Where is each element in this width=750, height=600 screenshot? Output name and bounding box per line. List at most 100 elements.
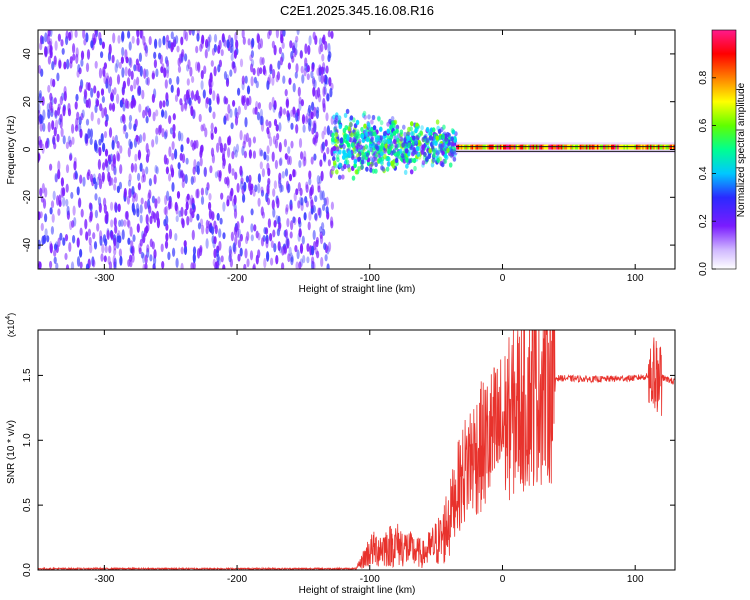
heatmap-cell (233, 208, 238, 219)
heatmap-cell (346, 142, 351, 148)
heatmap-cell (427, 153, 432, 159)
heatmap-cell (192, 166, 196, 175)
heatmap-cell (377, 116, 381, 122)
heatmap-cell (72, 234, 76, 244)
heatmap-cell (401, 142, 406, 148)
heatmap-cell (139, 204, 143, 214)
heatmap-cell (268, 30, 272, 36)
heatmap-cell (108, 127, 113, 138)
heatmap-cell (161, 261, 165, 269)
heatmap-cell (234, 107, 238, 118)
heatmap-cell (390, 150, 394, 156)
heatmap-cell (60, 127, 64, 138)
heatmap-cell (360, 126, 364, 133)
heatmap-cell (414, 140, 419, 146)
heatmap-cell (146, 76, 150, 86)
heatmap-cell (318, 93, 322, 103)
heatmap-cell (334, 132, 339, 138)
heatmap-cell (275, 214, 279, 225)
heatmap-cell (130, 84, 134, 92)
heatmap-cell (122, 80, 126, 90)
y-tick-label: 0.0 (22, 563, 33, 577)
heatmap-cell (330, 201, 334, 210)
heatmap-cell (235, 143, 239, 153)
heatmap-cell (57, 237, 61, 248)
heatmap-cell (103, 106, 107, 117)
heatmap-cell (151, 241, 155, 250)
heatmap-cell (257, 173, 261, 183)
heatmap-cell (412, 150, 416, 156)
heatmap-cell (53, 243, 58, 251)
heatmap-cell (136, 30, 140, 38)
heatmap-cell (363, 123, 367, 129)
heatmap-cell (180, 102, 184, 112)
heatmap-cell (98, 138, 102, 146)
heatmap-cell (93, 241, 98, 250)
heatmap-cell (186, 78, 190, 86)
heatmap-cell (252, 150, 256, 159)
heatmap-cell (451, 129, 456, 135)
heatmap-cell (39, 211, 43, 219)
heatmap-cell (172, 247, 176, 257)
heatmap-cell (126, 218, 130, 228)
heatmap-cell (232, 99, 236, 107)
heatmap-cell (257, 183, 261, 194)
heatmap-cell (389, 124, 393, 130)
heatmap-cell (39, 114, 43, 125)
y-tick-label: 0 (22, 146, 33, 152)
heatmap-cell (158, 38, 162, 48)
heatmap-cell (189, 66, 193, 77)
heatmap-cell (100, 253, 104, 262)
heatmap-cell (318, 64, 322, 73)
heatmap-cell (361, 112, 366, 118)
heatmap-cell (364, 144, 369, 150)
heatmap-cell (103, 130, 108, 139)
heatmap-cell (281, 41, 285, 50)
heatmap-cell (193, 94, 197, 102)
heatmap-cell (310, 111, 314, 120)
heatmap-cell (145, 214, 149, 225)
heatmap-cell (210, 132, 214, 141)
heatmap-cell (351, 175, 356, 181)
heatmap-cell (345, 159, 350, 165)
heatmap-cell (322, 203, 326, 212)
y-tick-label: 1.5 (22, 368, 33, 382)
heatmap-cell (270, 257, 274, 266)
heatmap-cell (164, 240, 169, 249)
heatmap-cell (162, 100, 166, 108)
x-tick-label: -300 (94, 273, 114, 284)
heatmap-cell (205, 238, 209, 249)
heatmap-cell (100, 88, 105, 96)
heatmap-cell (127, 68, 131, 77)
heatmap-cell (275, 30, 279, 39)
heatmap-cell (200, 144, 204, 153)
heatmap-cell (183, 102, 187, 110)
heatmap-cell (128, 187, 132, 199)
heatmap-cell (131, 35, 135, 44)
heatmap-cell (344, 152, 349, 158)
heatmap-cell (304, 43, 308, 55)
heatmap-cell (212, 90, 216, 101)
colorbar-tick-label: 0.4 (698, 166, 709, 180)
heatmap-cell (257, 102, 261, 110)
heatmap-cell (256, 32, 260, 44)
heatmap-cell (149, 254, 153, 262)
heatmap-cell (43, 45, 48, 57)
heatmap-cell (450, 128, 455, 134)
heatmap-cell (350, 132, 354, 138)
heatmap-cell (306, 73, 310, 81)
heatmap-cell (216, 212, 220, 221)
heatmap-cell (78, 122, 82, 133)
heatmap-cell (222, 157, 226, 167)
heatmap-cell (103, 204, 107, 214)
heatmap-cell (165, 59, 170, 67)
heatmap-cell (56, 133, 60, 143)
heatmap-cell (424, 133, 428, 139)
colorbar-gradient (712, 30, 736, 269)
heatmap-cell (189, 214, 193, 223)
heatmap-cell (288, 246, 292, 257)
heatmap-cell (330, 169, 335, 175)
heatmap-cell (85, 263, 90, 269)
heatmap-cell (268, 74, 272, 85)
